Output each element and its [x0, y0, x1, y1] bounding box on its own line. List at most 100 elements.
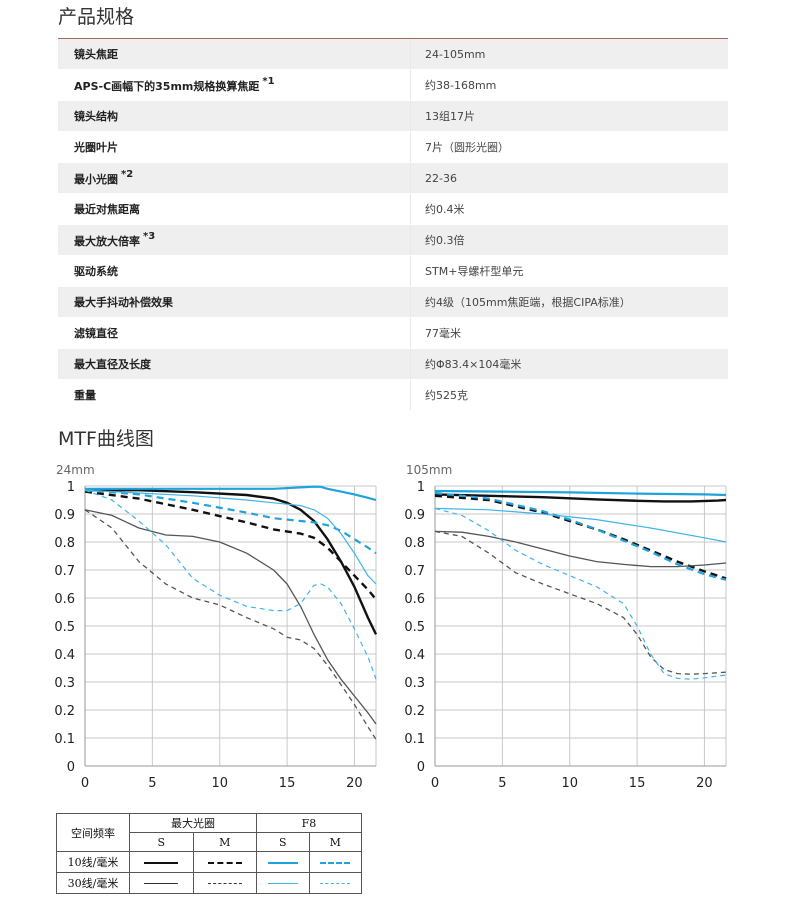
spec-value: 约Φ83.4×104毫米 — [410, 348, 728, 380]
spec-row: 最大直径及长度 约Φ83.4×104毫米 — [58, 348, 728, 380]
spec-label-text: 驱动系统 — [74, 265, 118, 278]
spec-value: 约0.4米 — [410, 193, 728, 225]
spec-row: 光圈叶片 7片（圆形光圈） — [58, 131, 728, 163]
spec-label: 最大直径及长度 — [58, 348, 411, 380]
spec-footnote-mark: *3 — [143, 231, 156, 242]
spec-value: 7片（圆形光圈） — [410, 131, 728, 163]
x-tick-label: 10 — [561, 776, 578, 791]
spec-row: 最大手抖动补偿效果 约4级（105mm焦距端，根据CIPA标准） — [58, 286, 728, 318]
legend-swatch-f8-30-s — [267, 883, 298, 884]
mtf-line-max-10-s — [85, 489, 378, 635]
legend-swatch-max-10-m — [207, 861, 242, 864]
spec-label-text: 镜头焦距 — [74, 48, 118, 61]
y-tick-label: 0.6 — [54, 592, 75, 607]
x-tick-label: 5 — [148, 776, 156, 791]
spec-row: 驱动系统 STM+导螺杆型单元 — [58, 255, 728, 287]
x-tick-label: 20 — [346, 776, 363, 791]
spec-label: APS-C画幅下的35mm规格换算焦距 *1 — [58, 69, 411, 101]
x-tick-label: 0 — [431, 776, 439, 791]
mtf-line-f8-30-s — [84, 489, 377, 585]
y-tick-label: 0.8 — [404, 536, 425, 551]
legend-swatch-max-30-m — [207, 883, 242, 884]
mtf-line-max-30-m — [434, 530, 727, 675]
spec-value: STM+导螺杆型单元 — [410, 255, 728, 287]
legend-swatch-max-30-s — [144, 883, 179, 884]
spec-label-text: 重量 — [74, 389, 96, 402]
x-tick-label: 15 — [629, 776, 646, 791]
mtf-line-f8-10-m — [434, 491, 727, 581]
legend-swatch-f8-10-s — [267, 861, 298, 864]
spec-footnote-mark: *1 — [262, 76, 275, 87]
mtf-line-max-10-m — [84, 490, 377, 601]
spec-label-text: 最大放大倍率 — [74, 235, 140, 248]
x-tick-label: 20 — [696, 776, 713, 791]
y-tick-label: 0 — [417, 760, 425, 775]
legend-swatch-f8-10-m — [320, 861, 351, 864]
legend-row-10: 10线/毫米 — [56, 851, 130, 873]
legend-f8-s: S — [256, 832, 310, 852]
y-tick-label: 0.5 — [404, 620, 425, 635]
spec-label: 最大放大倍率 *3 — [58, 224, 411, 256]
spec-row: 最近对焦距离 约0.4米 — [58, 193, 728, 225]
spec-label: 最近对焦距离 — [58, 193, 411, 225]
spec-value: 24-105mm — [410, 39, 728, 70]
y-tick-label: 0.7 — [54, 564, 75, 579]
spec-label: 最小光圈 *2 — [58, 162, 411, 194]
mtf-line-max-30-m — [84, 509, 377, 740]
spec-label-text: 最大手抖动补偿效果 — [74, 296, 173, 309]
mtf-line-f8-30-m — [84, 489, 377, 680]
spec-label-text: 光圈叶片 — [74, 141, 118, 154]
mtf-line-f8-30-s — [434, 507, 727, 543]
spec-value: 约525克 — [410, 379, 728, 411]
y-tick-label: 0.6 — [404, 592, 425, 607]
y-tick-label: 0.9 — [54, 508, 75, 523]
spec-label-text: 滤镜直径 — [74, 327, 118, 340]
y-tick-label: 0.4 — [54, 648, 75, 663]
spec-row: 镜头焦距 24-105mm — [58, 39, 728, 70]
x-tick-label: 5 — [498, 776, 506, 791]
mtf-line-max-10-s — [434, 493, 727, 503]
legend-spatial-frequency: 空间频率 — [56, 813, 130, 852]
spec-label-text: 最大直径及长度 — [74, 358, 151, 371]
spec-value: 约0.3倍 — [410, 224, 728, 256]
spec-section-title: 产品规格 — [58, 6, 135, 28]
legend-max-m: M — [192, 832, 257, 852]
y-tick-label: 0.5 — [54, 620, 75, 635]
legend-f8: F8 — [256, 813, 362, 833]
legend-max-aperture: 最大光圈 — [129, 813, 257, 833]
spec-value: 约38-168mm — [410, 69, 728, 101]
mtf-line-f8-10-m — [84, 489, 377, 555]
mtf-line-f8-10-s — [434, 489, 727, 497]
mtf-line-max-30-s — [84, 509, 377, 725]
spec-label: 镜头焦距 — [58, 39, 411, 70]
spec-label: 滤镜直径 — [58, 317, 411, 349]
spec-footnote-mark: *2 — [121, 169, 134, 180]
y-tick-label: 0.1 — [54, 732, 75, 747]
spec-value: 77毫米 — [410, 317, 728, 349]
title-divider — [58, 38, 728, 39]
spec-label: 重量 — [58, 379, 411, 411]
y-tick-label: 0 — [67, 760, 75, 775]
chart-title: 24mm — [56, 463, 95, 477]
spec-label: 镜头结构 — [58, 100, 411, 132]
spec-table: 镜头焦距 24-105mm APS-C画幅下的35mm规格换算焦距 *1 约38-168… — [58, 39, 728, 411]
mtf-section-title: MTF曲线图 — [58, 428, 154, 450]
mtf-line-f8-30-m — [434, 507, 727, 680]
spec-value: 13组17片 — [410, 100, 728, 132]
y-tick-label: 0.7 — [404, 564, 425, 579]
y-tick-label: 1 — [67, 480, 75, 495]
x-tick-label: 0 — [81, 776, 89, 791]
spec-label: 最大手抖动补偿效果 — [58, 286, 411, 318]
y-tick-label: 1 — [417, 480, 425, 495]
spec-row: 最大放大倍率 *3 约0.3倍 — [58, 224, 728, 256]
spec-label: 驱动系统 — [58, 255, 411, 287]
y-tick-label: 0.2 — [404, 704, 425, 719]
spec-value: 约4级（105mm焦距端，根据CIPA标准） — [410, 286, 728, 318]
chart-title: 105mm — [406, 463, 452, 477]
mtf-line-f8-10-s — [85, 485, 377, 502]
spec-row: 镜头结构 13组17片 — [58, 100, 728, 132]
x-tick-label: 15 — [279, 776, 296, 791]
spec-row: 重量 约525克 — [58, 379, 728, 411]
y-tick-label: 0.8 — [54, 536, 75, 551]
